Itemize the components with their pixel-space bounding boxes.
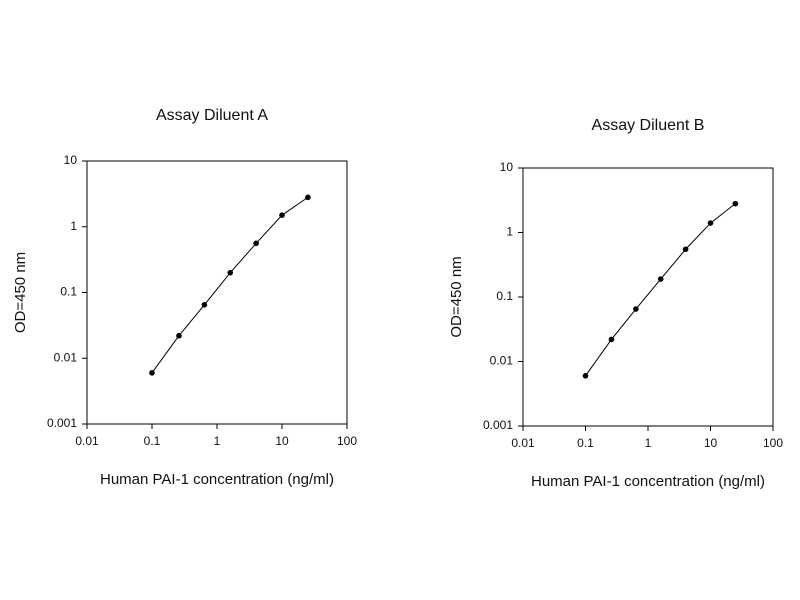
data-point <box>176 332 182 339</box>
x-tick-label: 10 <box>704 436 718 450</box>
data-line <box>585 203 736 377</box>
y-tick-label: 0.01 <box>54 350 78 364</box>
data-point <box>305 194 311 201</box>
x-tick-label: 1 <box>645 436 652 450</box>
data-point <box>707 220 714 226</box>
data-point <box>633 306 639 312</box>
data-point <box>582 373 589 379</box>
data-point <box>608 336 615 343</box>
y-tick-label: 1 <box>506 225 513 239</box>
plot-frame <box>86 160 348 425</box>
x-tick-label: 100 <box>337 434 357 448</box>
x-tick-label: 0.1 <box>144 434 161 448</box>
data-point <box>253 240 259 247</box>
y-tick-label: 0.001 <box>483 418 513 432</box>
x-tick-label: 0.01 <box>511 436 535 450</box>
plot-frame <box>522 167 774 427</box>
x-axis-label: Human PAI-1 concentration (ng/ml) <box>100 471 334 488</box>
y-tick-label: 10 <box>64 153 78 167</box>
data-line <box>151 196 309 374</box>
chart-title: Assay Diluent B <box>592 117 705 134</box>
y-tick-label: 10 <box>500 160 514 174</box>
data-point <box>732 200 739 207</box>
x-tick-label: 0.1 <box>577 436 594 450</box>
x-axis-label: Human PAI-1 concentration (ng/ml) <box>531 473 765 490</box>
data-point <box>682 246 689 253</box>
y-tick-label: 0.1 <box>60 285 77 299</box>
y-tick-label: 1 <box>70 219 77 233</box>
x-tick-label: 100 <box>763 436 783 450</box>
chart-title: Assay Diluent A <box>156 107 268 124</box>
y-axis-label: OD=450 nm <box>448 256 465 337</box>
data-point <box>149 370 155 376</box>
data-point <box>227 269 234 276</box>
x-tick-label: 1 <box>214 434 221 448</box>
data-point <box>657 276 664 282</box>
y-tick-label: 0.001 <box>47 416 77 430</box>
y-tick-label: 0.01 <box>490 354 514 368</box>
x-tick-label: 10 <box>275 434 289 448</box>
x-tick-label: 0.01 <box>75 434 99 448</box>
data-point <box>279 212 285 218</box>
y-tick-label: 0.1 <box>496 289 513 303</box>
data-point <box>201 302 208 308</box>
y-axis-label: OD=450 nm <box>12 252 29 333</box>
